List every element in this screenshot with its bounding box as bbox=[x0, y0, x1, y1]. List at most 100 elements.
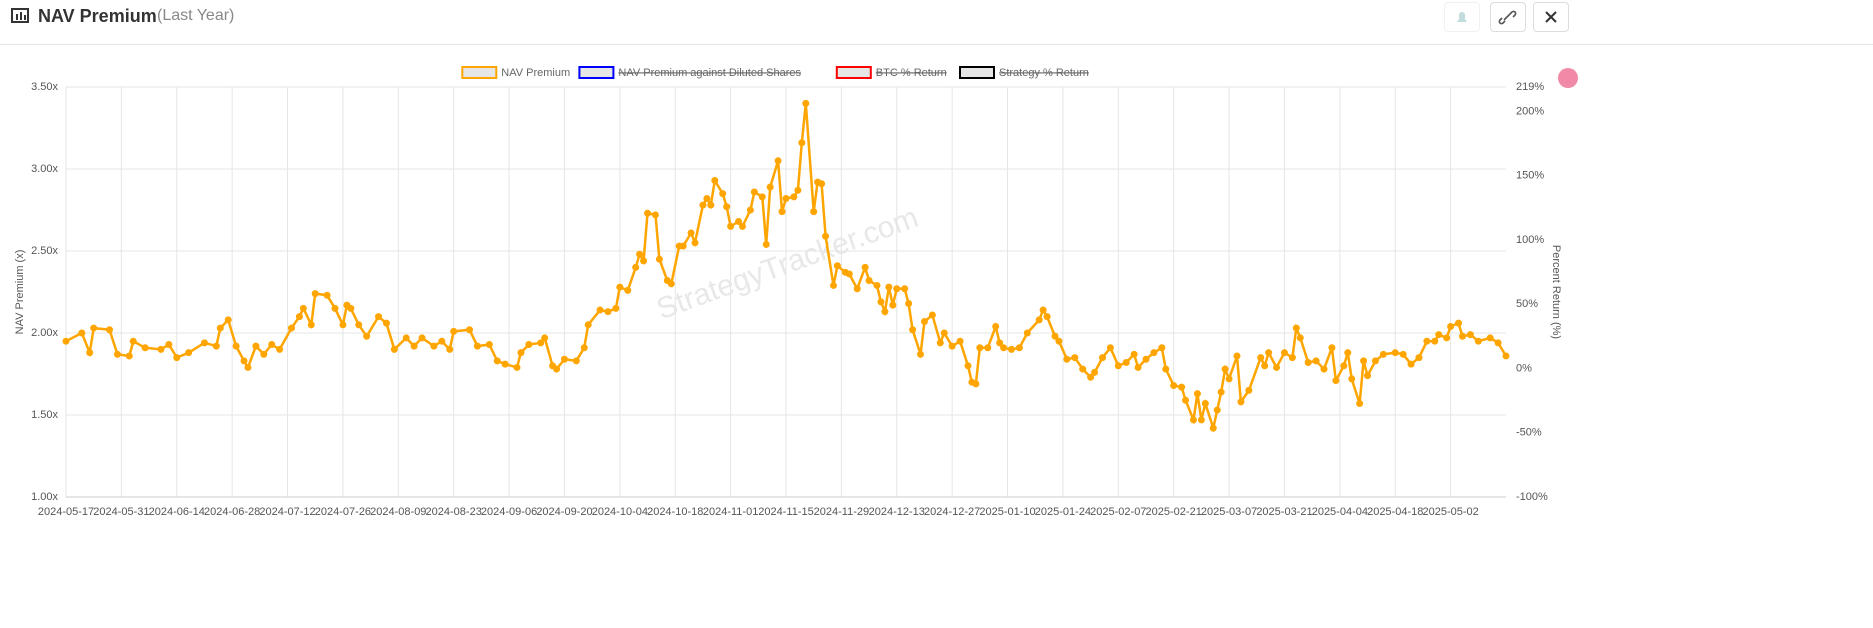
data-point bbox=[822, 232, 830, 240]
data-point bbox=[1356, 400, 1364, 408]
alert-button[interactable] bbox=[1444, 2, 1480, 32]
data-point bbox=[1079, 365, 1087, 373]
header-icon bbox=[11, 8, 29, 23]
x-tick-label: 2024-11-15 bbox=[758, 506, 813, 518]
data-point bbox=[746, 206, 754, 214]
data-point bbox=[268, 340, 276, 348]
y-tick-label: 3.00x bbox=[31, 163, 58, 175]
data-point bbox=[418, 334, 426, 342]
data-point bbox=[829, 281, 837, 289]
data-point bbox=[1447, 322, 1455, 330]
y-tick-label: 1.00x bbox=[31, 491, 58, 503]
data-point bbox=[833, 262, 841, 270]
data-point bbox=[632, 263, 640, 271]
data-point bbox=[861, 263, 869, 271]
data-point bbox=[1312, 357, 1320, 365]
legend-label: Strategy % Return bbox=[999, 67, 1089, 79]
data-point bbox=[1023, 329, 1031, 337]
legend-swatch bbox=[835, 66, 872, 79]
y-axis-label: NAV Premium (x) bbox=[14, 250, 26, 335]
y2-tick-label: 200% bbox=[1516, 105, 1544, 117]
x-tick-label: 2024-06-28 bbox=[204, 506, 260, 518]
data-point bbox=[996, 339, 1004, 347]
data-point bbox=[1399, 350, 1407, 358]
close-button[interactable] bbox=[1533, 2, 1569, 32]
data-point bbox=[244, 363, 252, 371]
data-point bbox=[881, 308, 889, 316]
header: NAV Premium (Last Year) bbox=[0, 0, 1873, 45]
data-point bbox=[778, 208, 786, 216]
data-point bbox=[501, 360, 509, 368]
legend-label: NAV Premium against Diluted Shares bbox=[618, 67, 801, 79]
data-point bbox=[553, 365, 561, 373]
data-point bbox=[1051, 332, 1059, 340]
x-tick-label: 2024-12-27 bbox=[924, 506, 980, 518]
data-point bbox=[711, 176, 719, 184]
y-tick-label: 3.50x bbox=[31, 81, 58, 93]
data-point bbox=[106, 326, 114, 334]
data-point bbox=[889, 301, 897, 309]
data-point bbox=[1296, 334, 1304, 342]
data-point bbox=[355, 321, 363, 329]
data-point bbox=[307, 321, 315, 329]
data-point bbox=[992, 322, 1000, 330]
data-point bbox=[687, 229, 695, 237]
data-point bbox=[1213, 406, 1221, 414]
data-point bbox=[1091, 368, 1099, 376]
data-point bbox=[1043, 313, 1051, 321]
data-point bbox=[877, 298, 885, 306]
data-point bbox=[572, 357, 580, 365]
data-point bbox=[485, 340, 493, 348]
data-point bbox=[798, 139, 806, 147]
link-button[interactable] bbox=[1490, 2, 1526, 32]
data-point bbox=[802, 99, 810, 107]
legend-swatch bbox=[959, 66, 995, 79]
data-point bbox=[845, 270, 853, 278]
x-tick-label: 2024-11-01 bbox=[703, 506, 758, 518]
data-point bbox=[1221, 365, 1229, 373]
data-point bbox=[762, 240, 770, 248]
data-point bbox=[466, 326, 474, 334]
data-point bbox=[1486, 334, 1494, 342]
data-point bbox=[893, 285, 901, 293]
legend-swatch bbox=[578, 66, 615, 79]
data-point bbox=[940, 329, 948, 337]
x-tick-label: 2024-09-06 bbox=[481, 506, 537, 518]
data-point bbox=[853, 285, 861, 293]
data-point bbox=[750, 188, 758, 196]
x-tick-label: 2024-10-18 bbox=[647, 506, 703, 518]
data-point bbox=[1209, 424, 1217, 432]
data-point bbox=[90, 324, 98, 332]
data-point bbox=[331, 304, 339, 312]
data-point bbox=[541, 334, 549, 342]
data-point bbox=[295, 313, 303, 321]
data-point bbox=[1122, 359, 1130, 367]
data-point bbox=[1114, 362, 1122, 370]
x-tick-label: 2024-08-09 bbox=[370, 506, 426, 518]
legend: NAV Premium NAV Premium against Diluted S… bbox=[461, 66, 1089, 79]
data-point bbox=[537, 339, 545, 347]
data-point bbox=[865, 277, 873, 285]
data-point bbox=[224, 316, 232, 324]
data-point bbox=[1000, 344, 1008, 352]
y2-tick-label: -50% bbox=[1516, 427, 1542, 439]
data-point bbox=[1162, 365, 1170, 373]
data-point bbox=[885, 283, 893, 291]
data-point bbox=[260, 350, 268, 358]
data-point bbox=[1087, 373, 1095, 381]
data-point bbox=[909, 326, 917, 334]
header-title: NAV Premium bbox=[38, 6, 157, 26]
data-point bbox=[438, 337, 446, 345]
data-point bbox=[873, 281, 881, 289]
y2-tick-label: 150% bbox=[1516, 170, 1544, 182]
y-tick-label: 2.50x bbox=[31, 245, 58, 257]
data-point bbox=[1170, 381, 1178, 389]
data-point bbox=[1142, 355, 1150, 363]
data-point bbox=[624, 286, 632, 294]
data-point bbox=[810, 208, 818, 216]
data-point bbox=[1379, 350, 1387, 358]
data-point bbox=[1443, 334, 1451, 342]
data-point bbox=[446, 345, 454, 353]
data-point bbox=[699, 201, 707, 209]
data-point bbox=[1280, 349, 1288, 357]
